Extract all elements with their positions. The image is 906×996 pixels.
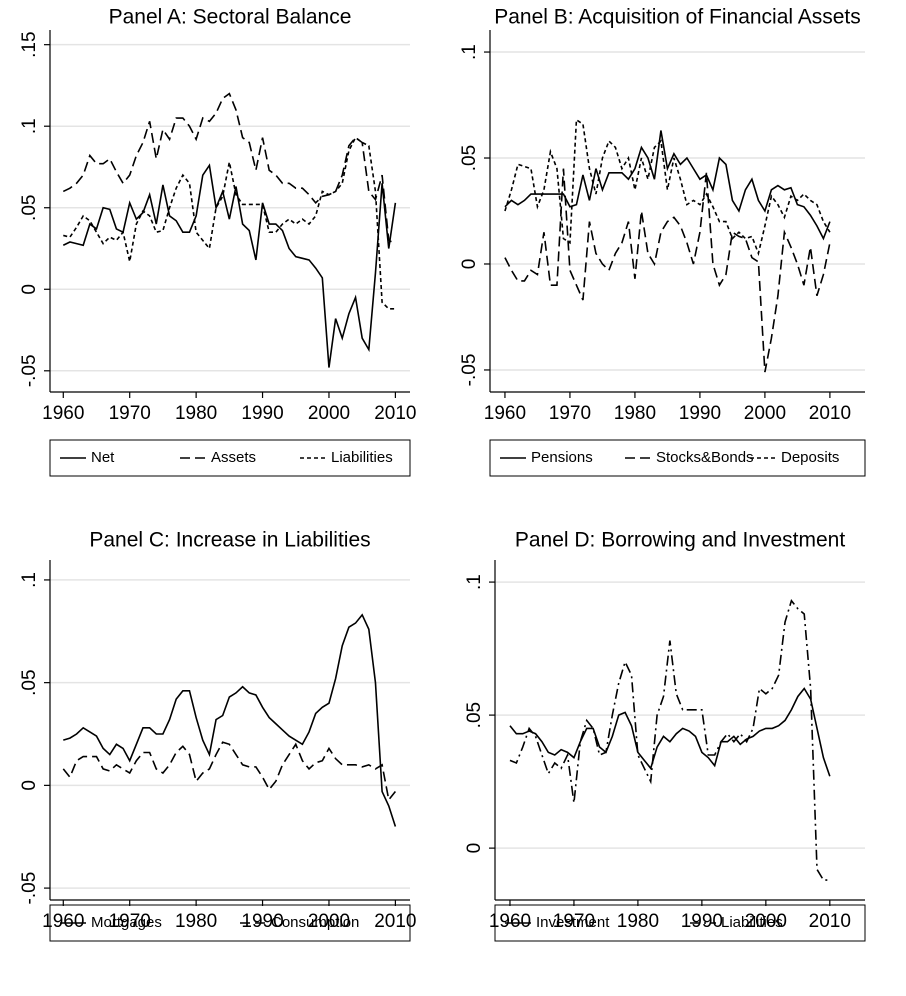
x-tick-label: 1980 [175,911,217,932]
series-line [509,599,830,881]
y-tick-label: .05 [464,702,485,728]
series-line [504,130,831,241]
x-tick-label: 1980 [617,911,659,932]
legend-label: Liabilities [721,914,783,931]
x-tick-label: 2010 [809,911,851,932]
series-line [504,168,831,373]
y-tick-label: 0 [19,780,40,791]
y-tick-label: -.05 [19,354,40,387]
x-tick-label: 2010 [374,911,416,932]
x-tick-label: 1970 [549,403,591,424]
x-tick-label: 1960 [42,911,84,932]
series-line [62,741,397,802]
x-tick-label: 2010 [374,403,416,424]
y-tick-label: .1 [464,574,485,590]
x-tick-label: 1960 [42,403,84,424]
y-tick-label: .05 [459,145,480,171]
y-tick-label: .05 [19,195,40,221]
x-tick-label: 1960 [489,911,531,932]
x-tick-label: 1990 [681,911,723,932]
y-tick-label: .1 [19,572,40,588]
panel-title: Panel C: Increase in Liabilities [89,529,370,552]
y-tick-label: -.05 [459,354,480,387]
x-tick-label: 2000 [308,911,350,932]
legend-label: Deposits [781,449,839,466]
series-line [63,613,397,827]
y-tick-label: -.05 [19,872,40,905]
x-tick-label: 1960 [484,403,526,424]
y-tick-label: 0 [19,284,40,295]
y-tick-label: .1 [19,118,40,134]
y-tick-label: .05 [19,669,40,695]
panel-title: Panel D: Borrowing and Investment [515,529,846,552]
x-tick-label: 1990 [241,911,283,932]
x-tick-label: 2000 [745,911,787,932]
series-line [62,92,396,245]
legend-box [489,439,866,477]
y-tick-label: .15 [19,31,40,57]
x-tick-label: 1970 [553,911,595,932]
legend-label: Consumption [271,914,359,931]
x-tick-label: 2000 [308,403,350,424]
y-tick-label: 0 [464,843,485,854]
x-tick-label: 1970 [109,403,151,424]
x-tick-label: 1990 [241,403,283,424]
legend-label: Stocks&Bonds [656,449,754,466]
x-tick-label: 1980 [175,403,217,424]
x-tick-label: 1970 [109,911,151,932]
legend-label: Assets [211,449,256,466]
x-tick-label: 1990 [679,403,721,424]
panel-title: Panel B: Acquisition of Financial Assets [494,6,861,29]
legend-label: Investment [536,914,610,931]
series-line [504,118,831,257]
legend-box [49,904,411,942]
x-tick-label: 2010 [809,403,851,424]
y-tick-label: .1 [459,44,480,60]
legend-label: Liabilities [331,449,393,466]
legend-box [494,904,866,942]
legend-box [49,439,411,477]
legend-label: Mortgages [91,914,162,931]
legend-label: Pensions [531,449,593,466]
x-tick-label: 2000 [744,403,786,424]
legend-label: Net [91,449,115,466]
series-line [63,136,396,310]
series-line [509,687,831,777]
y-tick-label: 0 [459,259,480,270]
x-tick-label: 1980 [614,403,656,424]
panel-title: Panel A: Sectoral Balance [109,6,352,29]
series-line [62,163,397,368]
